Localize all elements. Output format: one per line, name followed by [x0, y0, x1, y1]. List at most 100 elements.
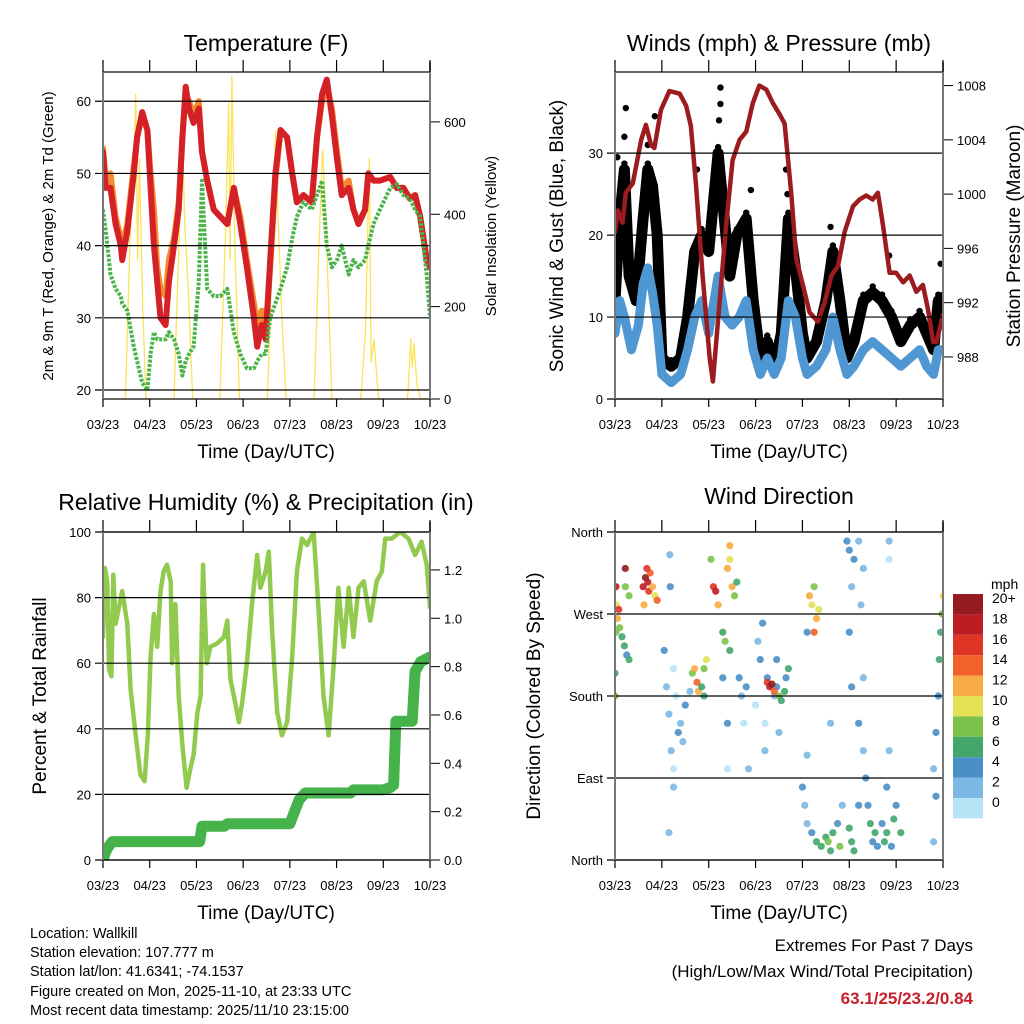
wind-direction-point [693, 678, 701, 686]
wind-direction-point [932, 792, 940, 800]
colorbar-label: 10 [992, 692, 1008, 708]
gust-point [644, 160, 651, 167]
humidity-xtick-label: 09/23 [367, 878, 400, 893]
wind-direction-point [845, 546, 853, 554]
wind-direction-point [815, 605, 823, 614]
wind-direction-point [869, 838, 877, 846]
wind-direction-point [817, 842, 825, 850]
winds-ytick-right-label: 996 [957, 241, 979, 256]
humidity-xtick-label: 03/23 [87, 878, 120, 893]
wind-direction-point [836, 842, 844, 850]
colorbar-swatch [953, 798, 983, 819]
wind-direction-point [848, 838, 856, 846]
winds-xtick-label: 10/23 [927, 417, 960, 432]
winds-ytick-right-label: 988 [957, 350, 979, 365]
wind-direction-point [719, 628, 727, 636]
gust-peak-point [715, 117, 723, 124]
wind-direction-point [756, 655, 764, 664]
wind-direction-title: Wind Direction [704, 483, 854, 509]
humidity-plot-area [103, 532, 430, 860]
colorbar-swatch [953, 634, 983, 656]
winds-xtick-label: 05/23 [692, 417, 725, 432]
humidity-ytick-right-label: 0.0 [444, 853, 462, 868]
humidity-ytick-label: 20 [77, 787, 91, 802]
wind-direction-point [773, 655, 781, 664]
temperature-xtick-label: 04/23 [133, 417, 166, 432]
gust-point [764, 332, 771, 339]
wind-direction-point [621, 564, 629, 573]
wind-direction-point [667, 747, 675, 755]
humidity-xtick-label: 07/23 [274, 878, 307, 893]
wind-direction-point [669, 783, 678, 791]
winds-ytick-label: 20 [589, 228, 603, 243]
wind-direction-point [890, 815, 898, 823]
gust-peak-point [827, 223, 834, 231]
humidity-ytick-label: 80 [77, 591, 91, 606]
humidity-ytick-right-label: 0.8 [444, 660, 462, 675]
gust-point [621, 160, 628, 167]
wind-direction-point [878, 819, 886, 828]
gust-point [733, 225, 741, 233]
colorbar-label: 8 [992, 712, 1000, 728]
wind-direction-point [812, 838, 821, 846]
wind-direction-point [838, 801, 846, 809]
wind-direction-point [686, 687, 694, 696]
wind-direction-point [691, 665, 699, 673]
wind-direction-point [726, 542, 734, 550]
winds-ytick-label: 30 [589, 146, 603, 161]
relative-humidity-line [103, 532, 430, 791]
wind-direction-point [887, 842, 896, 850]
gust-peak-point [717, 84, 724, 91]
wind-direction-point [700, 665, 708, 673]
temperature-ytick-label: 20 [77, 383, 91, 398]
gust-point [691, 242, 698, 249]
wind-direction-point [829, 829, 837, 837]
wind-direction-point [859, 564, 867, 573]
wind-direction-point [930, 765, 938, 773]
wind-direction-point [803, 751, 811, 759]
wind-direction-point [885, 747, 893, 755]
temperature-xlabel: Time (Day/UTC) [197, 442, 335, 463]
humidity-ytick-right-label: 0.6 [444, 708, 462, 723]
recent-data-text: Most recent data timestamp: 2025/11/10 2… [30, 1003, 349, 1019]
wind-direction-point [805, 592, 814, 600]
humidity-frame [102, 531, 431, 861]
wind-direction-point [660, 646, 668, 655]
wind-direction-point [665, 710, 673, 718]
temperature-ytick-right-label: 400 [444, 207, 466, 222]
wind-direction-point [873, 842, 882, 850]
temperature-xtick-label: 07/23 [274, 417, 307, 432]
wind-direction-ylabel: Direction (Colored By Speed) [524, 572, 545, 819]
gust-point [897, 332, 905, 339]
colorbar-label: 6 [992, 733, 1000, 749]
wind-direction-point [855, 801, 863, 809]
temperature-ytick-right-label: 600 [444, 115, 466, 130]
wind-direction-point [803, 628, 811, 636]
humidity-ytick-right-label: 0.2 [444, 805, 462, 820]
gust-peak-point [622, 104, 629, 112]
wind-direction-point [666, 551, 674, 559]
wind-direction-point [859, 674, 867, 682]
wind-direction-point [702, 655, 710, 664]
humidity-ylabel: Percent & Total Rainfall [30, 597, 51, 794]
colorbar-swatch [953, 757, 983, 778]
temperature-xtick-label: 09/23 [367, 417, 400, 432]
gust-point [653, 225, 661, 233]
gust-peak-point [621, 133, 628, 140]
wind-direction-point [754, 637, 762, 645]
wind-direction-point [733, 578, 741, 586]
wind-direction-point [798, 783, 807, 791]
wind-direction-point [866, 819, 874, 828]
wind-direction-point [880, 838, 889, 846]
temperature-plot-area [103, 75, 430, 399]
wind-direction-point [801, 801, 809, 809]
wind-direction-point [648, 583, 657, 591]
wind-direction-point [848, 583, 856, 591]
humidity-xtick-label: 06/23 [227, 878, 260, 893]
location-text: Location: Wallkill [30, 926, 137, 942]
wind_direction-ytick-label: West [574, 607, 604, 622]
wind-direction-point [897, 829, 905, 837]
wind_direction-ytick-label: South [569, 689, 603, 704]
humidity-xlabel: Time (Day/UTC) [197, 903, 335, 924]
